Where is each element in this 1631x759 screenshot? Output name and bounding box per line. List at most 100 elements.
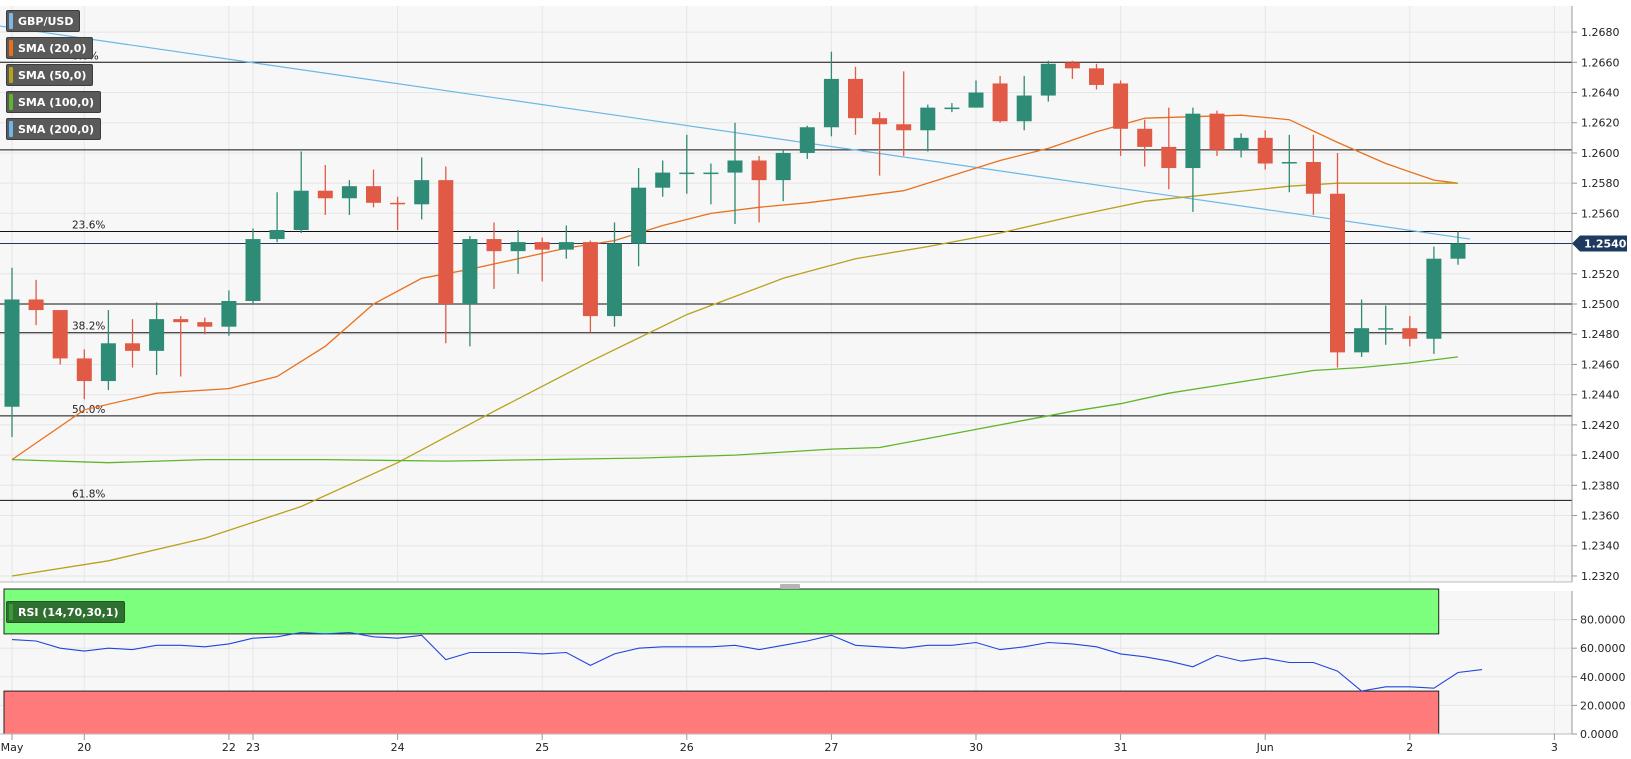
price-y-tick-label: 1.2580 [1581, 177, 1620, 190]
x-tick-label: May [1, 741, 24, 754]
candle [269, 192, 285, 243]
rsi-zones [3, 588, 1440, 735]
x-tick-label: 23 [246, 741, 260, 754]
candle [944, 103, 960, 113]
candle [896, 71, 912, 156]
candle [1378, 305, 1394, 345]
candle-body [1137, 128, 1153, 147]
candle [486, 222, 502, 289]
sma-line-0 [11, 114, 1459, 461]
candle-body [727, 160, 743, 173]
price-y-tick-label: 1.2420 [1581, 419, 1620, 432]
candle-body [631, 187, 647, 244]
candle-body [245, 239, 261, 301]
x-tick-label: 30 [969, 741, 983, 754]
candle [799, 125, 815, 159]
candle [390, 196, 406, 230]
candle-body [317, 190, 333, 199]
candle-body [100, 343, 116, 382]
legend-sma-100[interactable]: SMA (100,0) [6, 91, 102, 113]
candle [558, 225, 574, 259]
candle [920, 104, 936, 152]
candle-body [1330, 193, 1345, 353]
sma-line-2 [11, 356, 1459, 464]
candle [100, 310, 116, 391]
candle-body [655, 172, 671, 188]
candle [1305, 134, 1321, 215]
candle-body [679, 172, 695, 175]
candle-body [534, 242, 550, 250]
sma-50-swatch [9, 67, 13, 83]
candle-body [486, 239, 502, 252]
candle [4, 267, 20, 437]
candle [1330, 152, 1345, 368]
candle-body [414, 180, 430, 205]
sma-100-swatch [9, 94, 13, 110]
candle [631, 168, 647, 267]
candle [414, 157, 430, 220]
price-y-tick-label: 1.2620 [1581, 117, 1620, 130]
x-tick-label: 26 [680, 741, 694, 754]
legend-symbol-label: GBP/USD [18, 15, 74, 28]
legend-sma-50-label: SMA (50,0) [18, 69, 87, 82]
candle-body [1209, 113, 1225, 150]
candle [848, 66, 863, 135]
candle-body [1233, 137, 1249, 150]
candle-body [510, 242, 526, 252]
legend-sma-20-label: SMA (20,0) [18, 42, 87, 55]
candle [341, 180, 357, 215]
rsi-y-tick-label: 60.0000 [1580, 642, 1626, 655]
price-y-tick-label: 1.2560 [1581, 207, 1620, 220]
candle-body [52, 310, 68, 359]
candle [1209, 110, 1225, 156]
legend-sma-200-label: SMA (200,0) [18, 123, 95, 136]
candle [582, 240, 598, 333]
legend-sma-100-label: SMA (100,0) [18, 96, 95, 109]
candle-body [197, 322, 213, 327]
candle [245, 228, 261, 305]
candle-body [703, 172, 719, 175]
candle-body [872, 118, 888, 125]
candle [607, 222, 622, 327]
candle-body [1040, 63, 1056, 96]
candle-body [1016, 95, 1032, 122]
x-tick-label: 3 [1551, 741, 1558, 754]
candle [679, 134, 695, 194]
candle [197, 317, 213, 335]
candle [1402, 316, 1418, 347]
candle [534, 237, 550, 282]
legend-sma-50[interactable]: SMA (50,0) [6, 64, 94, 86]
candle-body [1161, 146, 1177, 169]
fib-level-label: 23.6% [72, 220, 105, 232]
rsi-y-tick-label: 40.0000 [1580, 671, 1626, 684]
legend-sma-20[interactable]: SMA (20,0) [6, 37, 94, 59]
candle-body [269, 229, 285, 240]
candle-body [390, 202, 406, 205]
candle [1450, 231, 1466, 265]
price-y-tick-label: 1.2660 [1581, 56, 1620, 69]
legend-rsi[interactable]: RSI (14,70,30,1) [6, 601, 126, 623]
legend-symbol[interactable]: GBP/USD [6, 10, 81, 32]
candle-body [341, 186, 357, 199]
price-y-tick-label: 1.2480 [1581, 328, 1620, 341]
candle-body [149, 319, 165, 351]
candle-body [28, 299, 44, 311]
last-price-tag-label: 1.25401 [1584, 237, 1631, 250]
panel-splitter[interactable] [780, 584, 800, 589]
candle [462, 236, 478, 347]
x-tick-label: 24 [391, 741, 405, 754]
price-y-tick-label: 1.2340 [1581, 540, 1620, 553]
candle-body [751, 160, 767, 181]
price-y-tick-label: 1.2360 [1581, 510, 1620, 523]
legend-sma-200[interactable]: SMA (200,0) [6, 118, 102, 140]
candle-body [1281, 162, 1297, 164]
candle-body [1450, 243, 1466, 259]
last-price-tag-bg [1572, 235, 1627, 252]
candle [510, 229, 526, 274]
candle [1161, 107, 1177, 190]
candle [775, 149, 791, 202]
candle-body [968, 92, 984, 108]
rsi-line-path [11, 631, 1483, 692]
candle-body [799, 127, 815, 153]
rsi-y-tick-label: 20.0000 [1580, 699, 1626, 712]
